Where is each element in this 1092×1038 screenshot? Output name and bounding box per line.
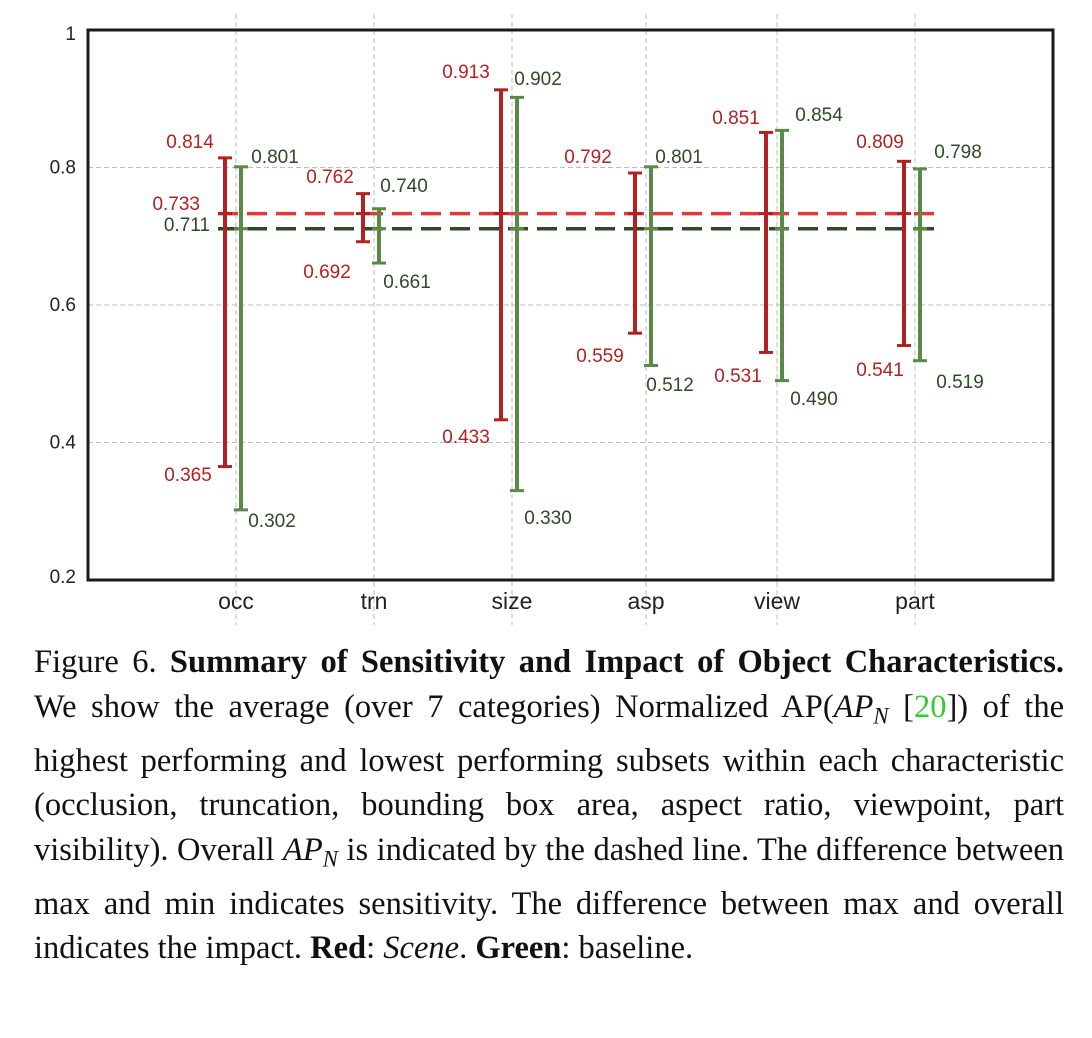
- ap-symbol-2: APN: [283, 831, 338, 872]
- ap-main-2: AP: [283, 831, 323, 868]
- caption-text-1: We show the average (over 7 categories) …: [34, 688, 834, 725]
- min-value-label-red: 0.559: [576, 346, 624, 367]
- caption-title: Summary of Sensitivity and Impact of Obj…: [169, 644, 1064, 680]
- max-value-label-green: 0.740: [380, 176, 428, 197]
- sensitivity-chart: 0.2 0.4 0.6 0.8 1 occ trn size asp view part 0.733 0…: [50, 14, 1055, 625]
- period-1: .: [459, 930, 476, 967]
- min-value-label-red: 0.541: [856, 360, 904, 381]
- min-value-label-red: 0.365: [164, 465, 212, 486]
- min-value-label-green: 0.302: [248, 511, 296, 532]
- max-value-label-green: 0.902: [514, 69, 562, 90]
- max-value-label-green: 0.801: [251, 147, 299, 168]
- min-value-label-green: 0.512: [646, 375, 694, 396]
- scene-label: Scene: [383, 930, 460, 967]
- x-tick-label: asp: [627, 588, 664, 614]
- min-value-label-green: 0.661: [383, 272, 431, 293]
- max-value-label-red: 0.762: [306, 167, 354, 188]
- x-tick-label: size: [492, 588, 533, 614]
- ap-symbol: APN: [833, 688, 889, 728]
- max-value-label-red: 0.792: [564, 147, 612, 168]
- caption-text-2: ]) of the highest performing and lowest …: [34, 688, 1064, 868]
- ap-subscript-2: N: [322, 846, 338, 872]
- figure-caption: Figure 6. Summary of Sensitivity and Imp…: [34, 640, 1064, 971]
- max-value-label-green: 0.798: [934, 142, 982, 163]
- ap-subscript: N: [873, 702, 889, 728]
- x-tick-label: trn: [361, 588, 388, 614]
- caption-text-3: is indicated by the dashed line. The dif…: [34, 831, 1064, 967]
- green-label: Green: [475, 930, 562, 967]
- overall-label-red: 0.733: [152, 194, 200, 215]
- y-tick-label: 0.8: [50, 158, 76, 179]
- min-value-label-green: 0.330: [524, 508, 572, 529]
- red-label: Red: [310, 930, 367, 967]
- max-value-label-green: 0.801: [655, 147, 703, 168]
- max-value-label-red: 0.913: [442, 62, 490, 83]
- max-value-label-red: 0.851: [712, 108, 760, 129]
- y-tick-label: 0.6: [50, 295, 76, 316]
- min-value-label-green: 0.490: [790, 389, 838, 410]
- citation-link[interactable]: 20: [913, 688, 947, 725]
- overall-label-green: 0.711: [164, 215, 210, 236]
- plot-frame: [86, 28, 1055, 582]
- max-value-label-red: 0.809: [856, 132, 904, 153]
- max-value-label-red: 0.814: [166, 132, 214, 153]
- x-tick-label: part: [895, 588, 935, 614]
- caption-text-4: : baseline.: [561, 930, 694, 967]
- x-tick-label: view: [754, 588, 800, 614]
- figure-label: Figure 6.: [34, 644, 157, 680]
- max-value-label-green: 0.854: [795, 105, 843, 126]
- cite-open: [: [888, 688, 914, 725]
- min-value-label-red: 0.531: [714, 366, 762, 387]
- y-tick-label: 1: [65, 24, 76, 45]
- y-tick-label: 0.2: [50, 567, 76, 588]
- min-value-label-red: 0.692: [303, 262, 351, 283]
- min-value-label-green: 0.519: [936, 372, 984, 393]
- x-tick-label: occ: [218, 588, 254, 614]
- y-tick-label: 0.4: [50, 433, 77, 454]
- ap-main: AP: [833, 688, 874, 725]
- min-value-label-red: 0.433: [442, 427, 490, 448]
- colon-1: :: [366, 930, 384, 967]
